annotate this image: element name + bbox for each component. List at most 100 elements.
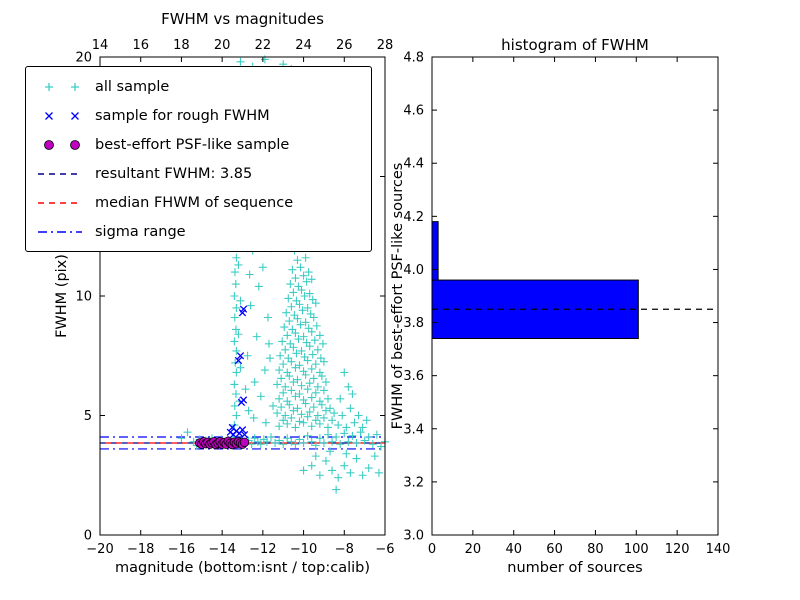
- plus-marker: [234, 330, 243, 339]
- plus-marker: [295, 361, 304, 370]
- plus-marker: [296, 263, 305, 272]
- plus-marker: [231, 325, 240, 334]
- right-chart-ylabel: FWHM of best-effort PSF-like sources: [390, 162, 406, 430]
- plus-marker: [336, 394, 345, 403]
- plus-marker: [303, 431, 312, 440]
- plus-marker: [245, 270, 254, 279]
- plus-marker: [230, 380, 239, 389]
- plus-marker: [299, 271, 308, 280]
- plus-marker: [317, 400, 326, 409]
- tick-label: 100: [624, 542, 649, 557]
- tick-label: 0: [84, 529, 92, 544]
- right-axes-frame: [431, 56, 719, 536]
- plus-marker: [289, 288, 298, 297]
- plus-marker: [303, 412, 312, 421]
- plus-marker: [374, 468, 383, 477]
- plus-marker: [244, 406, 253, 415]
- plus-marker: [284, 354, 293, 363]
- plus-marker: [256, 440, 265, 449]
- plus-marker: [301, 253, 310, 262]
- plus-marker: [250, 378, 259, 387]
- plus-marker: [275, 366, 284, 375]
- plus-marker: [273, 409, 282, 418]
- plus-marker: [291, 440, 300, 449]
- plus-marker: [291, 363, 300, 372]
- plus-marker: [299, 418, 308, 427]
- plus-marker: [295, 389, 304, 398]
- tick-label: 5: [84, 409, 92, 424]
- plus-marker: [324, 430, 332, 439]
- plus-marker: [307, 422, 316, 431]
- circle-marker: [239, 437, 250, 447]
- plus-marker: [376, 442, 385, 451]
- plus-marker: [356, 428, 365, 437]
- plus-marker: [279, 416, 288, 425]
- tick-label: 18: [173, 38, 190, 53]
- plus-marker: [334, 421, 343, 430]
- plus-marker: [280, 323, 289, 332]
- plus-marker: [261, 418, 270, 427]
- plus-marker: [292, 349, 301, 358]
- tick-label: 0: [428, 542, 436, 557]
- plus-marker: [282, 308, 291, 317]
- plus-marker: [269, 401, 278, 410]
- tick-label: 4.4: [403, 157, 424, 172]
- plus-marker: [303, 385, 312, 394]
- tick-label: 20: [75, 51, 92, 66]
- plus-marker: [287, 386, 296, 395]
- plus-marker: [285, 372, 294, 381]
- plus-marker: [311, 416, 320, 425]
- plus-marker: [232, 411, 241, 420]
- plus-marker: [260, 366, 269, 375]
- plus-marker: [283, 434, 292, 443]
- plus-marker: [299, 367, 308, 376]
- plus-marker: [301, 399, 310, 408]
- plus-marker: [294, 282, 303, 291]
- plus-marker: [311, 388, 320, 397]
- plus-marker: [295, 435, 304, 444]
- plus-marker: [334, 473, 343, 482]
- plus-marker: [324, 423, 332, 432]
- plus-marker: [346, 468, 355, 477]
- plus-marker: [288, 325, 297, 334]
- plus-marker: [283, 331, 292, 340]
- x-marker: [238, 426, 247, 434]
- plus-marker: [358, 471, 367, 480]
- legend-label: best-effort PSF-like sample: [95, 136, 290, 153]
- plus-marker: [288, 265, 297, 274]
- plus-marker: [287, 437, 296, 446]
- plus-marker: [275, 436, 284, 445]
- tick-label: −12: [249, 542, 276, 557]
- legend-label: all sample: [95, 78, 170, 95]
- legend-label: median FHWM of sequence: [95, 194, 294, 211]
- plus-marker: [256, 392, 265, 401]
- plus-marker: [311, 452, 320, 461]
- plus-marker: [344, 437, 353, 446]
- plus-marker: [297, 346, 306, 355]
- tick-label: −6: [375, 542, 394, 557]
- plus-marker: [258, 263, 267, 272]
- tick-label: −10: [290, 542, 317, 557]
- plus-marker: [299, 466, 308, 475]
- plus-marker: [328, 437, 337, 446]
- tick-label: 20: [214, 38, 231, 53]
- plus-marker: [308, 350, 317, 359]
- plus-marker: [236, 296, 245, 305]
- plus-marker: [299, 438, 308, 447]
- plus-marker: [304, 324, 313, 333]
- plus-marker: [305, 289, 314, 298]
- plus-marker: [340, 429, 349, 438]
- plus-marker: [286, 280, 295, 289]
- plus-marker: [281, 345, 290, 354]
- tick-label: 3.2: [403, 475, 424, 490]
- tick-label: 4.8: [403, 51, 424, 66]
- legend: all sample sample for rough FWHM best-effo…: [25, 66, 372, 252]
- plus-marker: [309, 374, 318, 383]
- plus-marker: [315, 397, 324, 406]
- plus-marker: [313, 382, 322, 391]
- tick-label: 80: [587, 542, 604, 557]
- left-chart-xlabel: magnitude (bottom:isnt / top:calib): [114, 560, 370, 576]
- plus-marker: [275, 422, 284, 431]
- circle-marker-icon: [44, 139, 80, 150]
